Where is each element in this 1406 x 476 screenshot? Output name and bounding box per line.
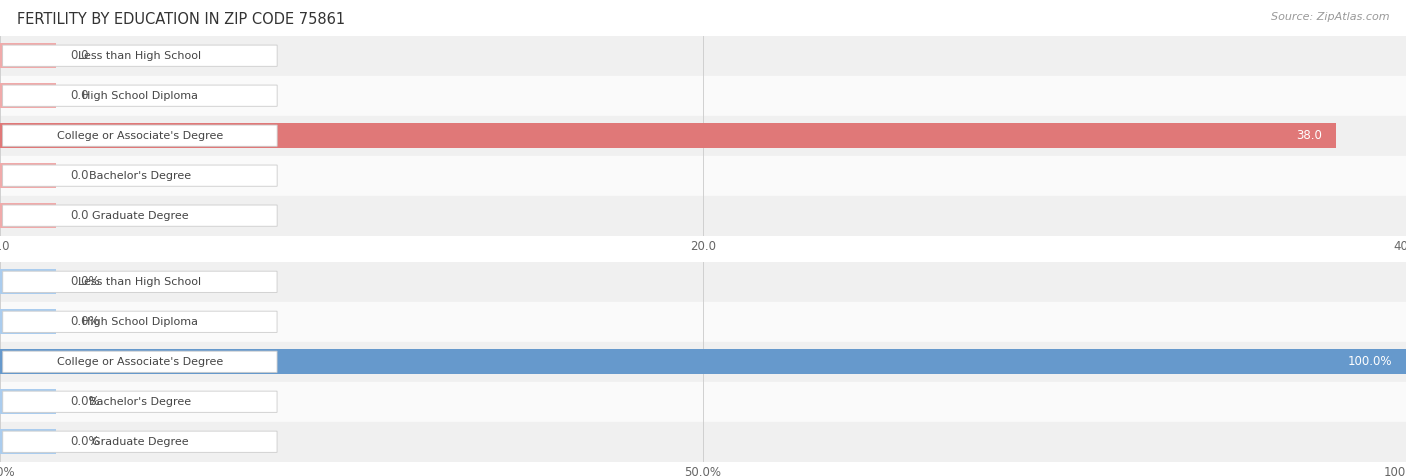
Text: High School Diploma: High School Diploma xyxy=(82,317,198,327)
Bar xyxy=(0,382,1406,422)
Text: 100.0%: 100.0% xyxy=(1347,355,1392,368)
Bar xyxy=(0,269,56,294)
Text: Less than High School: Less than High School xyxy=(79,277,201,287)
Bar xyxy=(0,43,56,68)
FancyBboxPatch shape xyxy=(3,391,277,412)
Text: 0.0%: 0.0% xyxy=(70,275,100,288)
Text: High School Diploma: High School Diploma xyxy=(82,90,198,101)
Text: 0.0%: 0.0% xyxy=(70,395,100,408)
Text: Bachelor's Degree: Bachelor's Degree xyxy=(89,397,191,407)
FancyBboxPatch shape xyxy=(3,125,277,146)
FancyBboxPatch shape xyxy=(3,351,277,372)
Text: FERTILITY BY EDUCATION IN ZIP CODE 75861: FERTILITY BY EDUCATION IN ZIP CODE 75861 xyxy=(17,12,344,27)
Text: Graduate Degree: Graduate Degree xyxy=(91,210,188,221)
Text: College or Associate's Degree: College or Associate's Degree xyxy=(56,357,224,367)
Text: 0.0%: 0.0% xyxy=(70,435,100,448)
Text: 0.0%: 0.0% xyxy=(70,315,100,328)
Bar xyxy=(0,76,1406,116)
Bar xyxy=(0,262,1406,302)
Bar xyxy=(0,123,1336,148)
Text: 0.0: 0.0 xyxy=(70,209,89,222)
Bar xyxy=(0,163,56,188)
Bar xyxy=(0,429,56,454)
Text: 38.0: 38.0 xyxy=(1296,129,1322,142)
Bar xyxy=(0,36,1406,76)
Text: 0.0: 0.0 xyxy=(70,49,89,62)
FancyBboxPatch shape xyxy=(3,271,277,292)
Bar xyxy=(0,309,56,334)
Bar xyxy=(0,116,1406,156)
Text: College or Associate's Degree: College or Associate's Degree xyxy=(56,130,224,141)
Text: Graduate Degree: Graduate Degree xyxy=(91,436,188,447)
Bar xyxy=(0,156,1406,196)
Bar xyxy=(0,349,1406,374)
Text: 0.0: 0.0 xyxy=(70,89,89,102)
Bar xyxy=(0,422,1406,462)
Text: Source: ZipAtlas.com: Source: ZipAtlas.com xyxy=(1271,12,1389,22)
Bar xyxy=(0,389,56,414)
FancyBboxPatch shape xyxy=(3,45,277,66)
FancyBboxPatch shape xyxy=(3,165,277,186)
Bar xyxy=(0,302,1406,342)
Text: 0.0: 0.0 xyxy=(70,169,89,182)
FancyBboxPatch shape xyxy=(3,431,277,452)
Text: Bachelor's Degree: Bachelor's Degree xyxy=(89,170,191,181)
Bar xyxy=(0,203,56,228)
FancyBboxPatch shape xyxy=(3,205,277,226)
FancyBboxPatch shape xyxy=(3,311,277,332)
FancyBboxPatch shape xyxy=(3,85,277,106)
Text: Less than High School: Less than High School xyxy=(79,50,201,61)
Bar xyxy=(0,196,1406,236)
Bar xyxy=(0,342,1406,382)
Bar xyxy=(0,83,56,108)
